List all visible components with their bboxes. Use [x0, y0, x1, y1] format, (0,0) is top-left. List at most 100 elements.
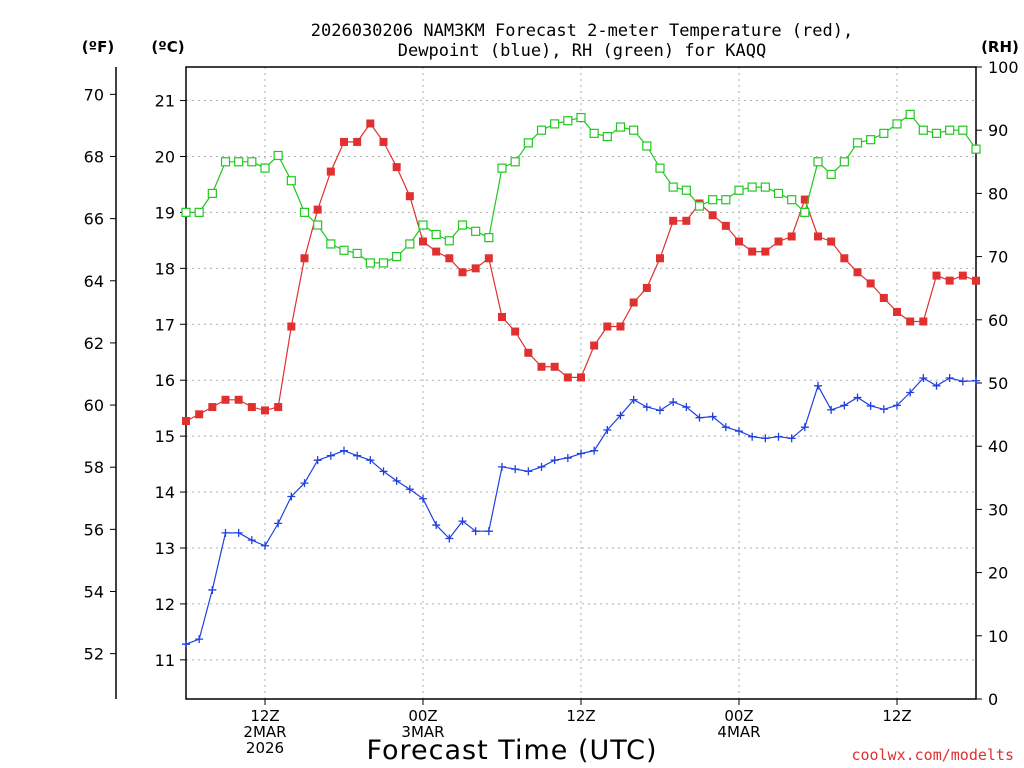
dewpoint-point: [445, 534, 454, 543]
rh-point: [931, 128, 942, 138]
rh-point: [352, 248, 362, 259]
dewpoint-point: [919, 373, 928, 382]
x-tick-label: 2026: [246, 739, 284, 757]
celsius-tick-label: 15: [155, 427, 175, 446]
temperature-point: [300, 254, 309, 263]
dewpoint-point: [195, 635, 204, 644]
rh-point: [905, 109, 915, 120]
dewpoint-point: [563, 453, 572, 462]
rh-point: [510, 157, 520, 167]
celsius-tick-label: 17: [155, 315, 175, 334]
temperature-point: [313, 205, 322, 214]
rh-tick-label: 10: [988, 627, 1008, 646]
fahrenheit-tick-label: 58: [84, 458, 104, 477]
dewpoint-point: [471, 527, 480, 536]
rh-point: [181, 207, 191, 217]
dewpoint-point: [787, 434, 796, 443]
rh-tick-label: 60: [988, 311, 1008, 330]
rh-point: [694, 201, 705, 211]
rh-point: [536, 125, 547, 135]
dewpoint-point: [353, 451, 362, 460]
temperature-point: [629, 298, 638, 307]
dewpoint-point: [945, 373, 954, 382]
temperature-point: [419, 237, 427, 246]
rh-point: [760, 182, 770, 192]
celsius-tick-label: 16: [155, 371, 175, 390]
celsius-tick-label: 13: [155, 539, 175, 558]
dewpoint-point: [800, 423, 809, 432]
dewpoint-point: [458, 517, 467, 526]
temperature-point: [735, 237, 743, 246]
rh-point: [576, 112, 586, 123]
rh-tick-label: 70: [988, 248, 1008, 267]
temperature-point: [208, 403, 217, 412]
dewpoint-point: [748, 432, 757, 441]
dewpoint-point: [629, 395, 638, 404]
temperature-point: [827, 237, 836, 246]
fahrenheit-tick-label: 60: [84, 396, 104, 415]
temperature-point: [182, 417, 190, 426]
temperature-point: [234, 395, 243, 404]
rh-point: [313, 220, 323, 230]
x-axis-title: Forecast Time (UTC): [366, 735, 657, 766]
dewpoint-point: [774, 432, 783, 441]
fahrenheit-tick-label: 56: [84, 520, 104, 539]
dewpoint-point: [893, 401, 901, 410]
rh-tick-label: 20: [988, 564, 1008, 583]
temperature-point: [366, 119, 375, 128]
celsius-tick-label: 11: [155, 651, 175, 670]
temperature-point: [840, 254, 849, 263]
temperature-point: [353, 137, 362, 146]
dewpoint-point: [616, 411, 625, 420]
dewpoint-point: [274, 519, 283, 528]
fahrenheit-tick-label: 52: [84, 645, 104, 664]
rh-tick-label: 80: [988, 184, 1008, 203]
dewpoint-point: [524, 467, 533, 476]
temperature-point: [287, 322, 296, 331]
dewpoint-point: [484, 527, 493, 536]
rh-point: [299, 207, 310, 217]
dewpoint-point: [182, 640, 190, 649]
rh-point: [418, 220, 428, 230]
dewpoint-series: [182, 373, 980, 649]
temperature-point: [195, 410, 204, 419]
temperature-point: [484, 254, 493, 263]
temperature-point: [445, 254, 454, 263]
dewpoint-point: [550, 456, 559, 465]
fahrenheit-axis-header: (ºF): [82, 38, 114, 56]
rh-point: [234, 157, 244, 167]
rh-point: [615, 122, 626, 132]
rh-tick-label: 40: [988, 437, 1008, 456]
dewpoint-point: [761, 434, 770, 443]
rh-tick-label: 100: [988, 58, 1019, 77]
rh-point: [194, 207, 204, 217]
fahrenheit-tick-label: 62: [84, 334, 104, 353]
rh-point: [681, 185, 691, 195]
temperature-point: [906, 317, 915, 326]
dewpoint-point: [340, 446, 348, 455]
dewpoint-point: [392, 476, 401, 485]
rh-point: [629, 125, 639, 135]
credit-text: coolwx.com/modelts: [851, 746, 1014, 764]
fahrenheit-tick-label: 66: [84, 210, 104, 229]
dewpoint-point: [972, 376, 980, 385]
x-tick-label: 00Z: [724, 707, 753, 725]
temperature-point: [524, 348, 533, 357]
temperature-point: [853, 268, 862, 277]
rh-point: [339, 245, 349, 255]
rh-point: [852, 138, 863, 148]
dewpoint-point: [958, 377, 967, 386]
celsius-tick-label: 18: [155, 259, 175, 278]
rh-point: [787, 195, 797, 205]
x-tick-label: 3MAR: [401, 723, 444, 741]
celsius-tick-label: 21: [155, 92, 175, 111]
dewpoint-point: [669, 398, 678, 407]
fahrenheit-tick-label: 54: [84, 582, 104, 601]
temperature-point: [603, 322, 612, 331]
dewpoint-point: [326, 451, 335, 460]
dewpoint-point: [906, 388, 915, 397]
rh-point: [207, 188, 217, 198]
rh-point: [642, 141, 652, 151]
dewpoint-point: [682, 403, 691, 412]
